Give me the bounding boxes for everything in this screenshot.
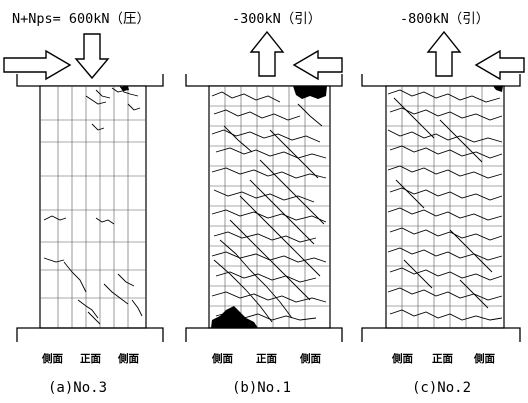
bottom-stub-c [361,327,521,342]
grid-c [386,86,504,328]
panel-c [361,30,525,342]
axial-load-arrow-a [74,33,110,80]
face-label-a-left: 側面 [41,352,63,365]
grid-a [40,86,146,328]
load-label-a: N+Nps= 600kN（圧） [12,11,150,27]
caption-c: (c)No.2 [412,380,471,396]
column-a [39,85,147,329]
face-label-c-left: 側面 [391,352,413,365]
horizontal-load-arrow-a [3,49,72,81]
face-label-a-front: 正面 [80,353,101,365]
face-label-a-right: 側面 [117,352,139,365]
column-c [385,85,505,329]
cracks-b [211,91,327,323]
face-label-b-right: 側面 [299,352,321,365]
cracks-c [387,89,503,321]
spall-a [120,86,129,91]
face-labels-a: 側面 正面 側面 [41,352,139,365]
face-labels-b: 側面 正面 側面 [211,352,321,365]
caption-b: (b)No.1 [232,380,291,396]
cracks-a [43,85,143,325]
bottom-stub-b [185,327,343,342]
bottom-stub-a [16,327,164,342]
spall-c [493,86,503,92]
caption-a: (a)No.3 [48,380,107,396]
face-label-c-right: 側面 [473,352,495,365]
panel-a [3,33,164,342]
face-label-c-front: 正面 [432,353,453,365]
load-label-c: -800kN（引） [400,11,489,27]
face-label-b-front: 正面 [256,353,277,365]
grid-b [209,86,330,328]
horizontal-load-arrow-b [292,49,343,81]
load-label-b: -300kN（引） [232,11,321,27]
axial-load-arrow-c [426,30,462,77]
axial-load-arrow-b [249,30,285,77]
panel-b [185,30,343,342]
face-label-b-left: 側面 [211,352,233,365]
spall-b-top [293,86,327,99]
column-b [208,85,331,329]
spall-b-bottom [211,306,258,328]
horizontal-load-arrow-c [474,49,525,81]
face-labels-c: 側面 正面 側面 [391,352,495,365]
